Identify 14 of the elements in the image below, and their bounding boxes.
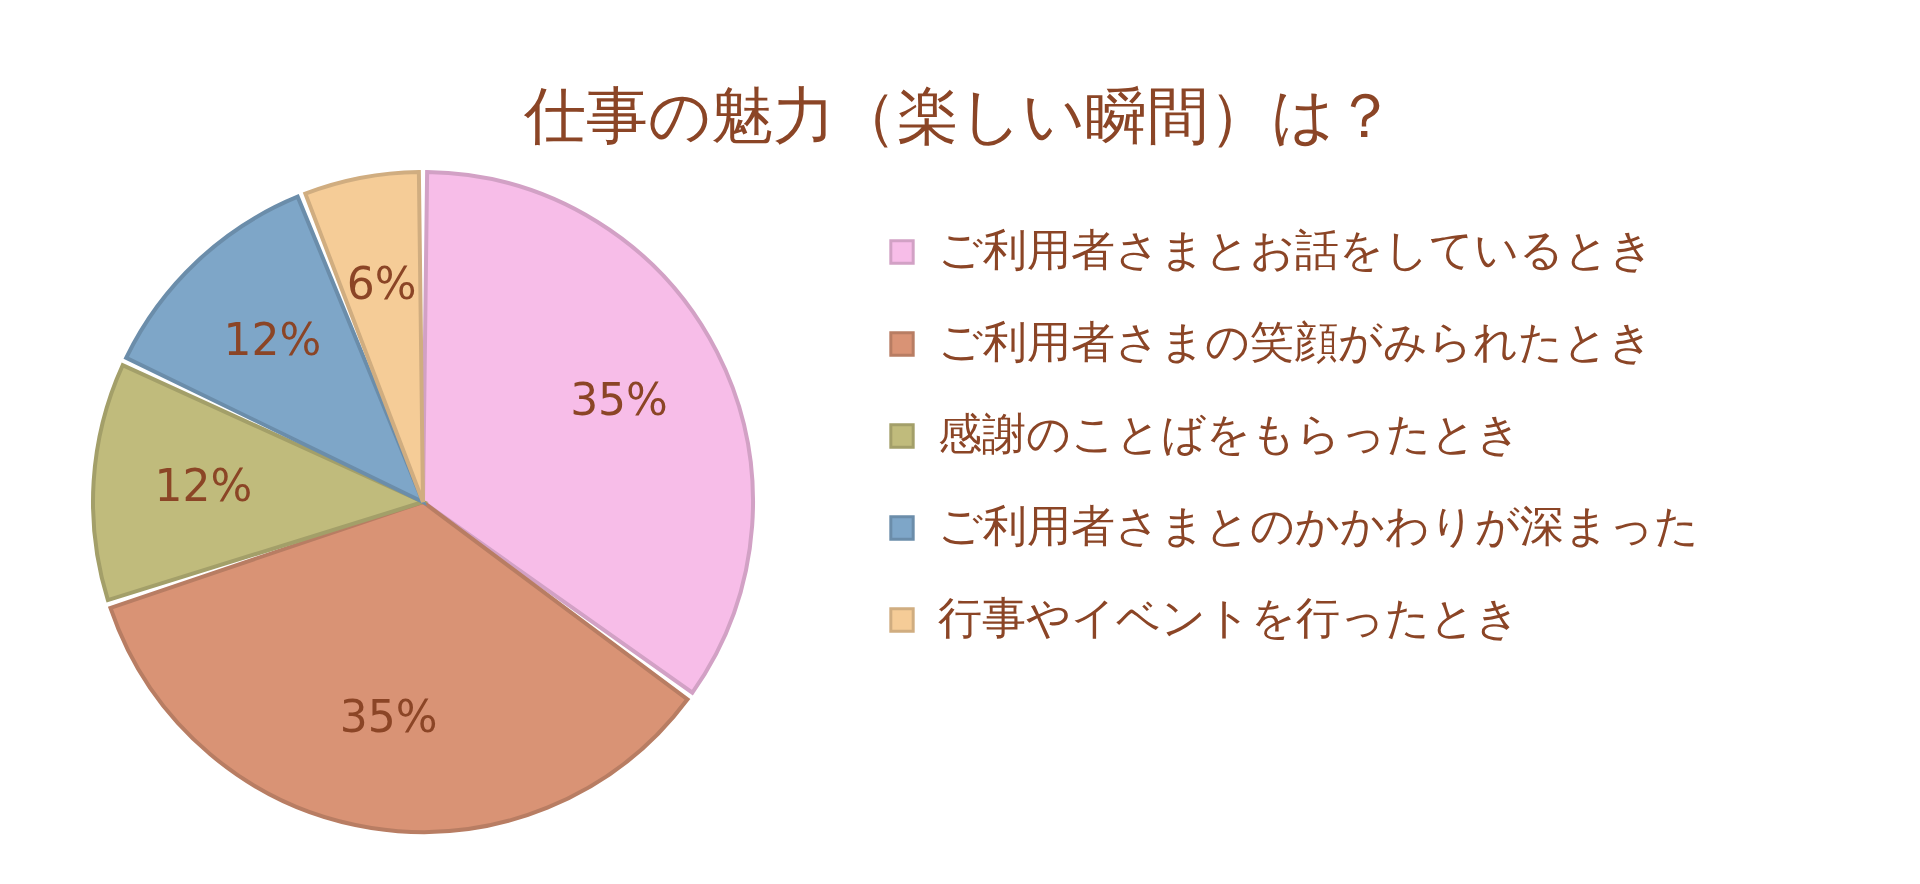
data-label: 35% [339,691,438,743]
data-label: 12% [154,460,253,512]
legend-label: 行事やイベントを行ったとき [938,592,1520,643]
pie-slice [108,500,690,834]
pie-slice [124,194,425,504]
legend-label: ご利用者さまの笑顔がみられたとき [938,316,1653,367]
legend-label: ご利用者さまとお話をしているとき [938,224,1654,275]
data-label: 35% [570,374,668,426]
legend-label: 感謝のことばをもらったとき [938,408,1521,459]
data-label: 12% [223,313,322,365]
chart-title: 仕事の魅力（楽しい瞬間）は？ [523,79,1396,152]
pie-slice [421,170,755,695]
legend-label: ご利用者さまとのかかわりが深まった [938,500,1699,551]
data-label: 6% [346,257,417,309]
